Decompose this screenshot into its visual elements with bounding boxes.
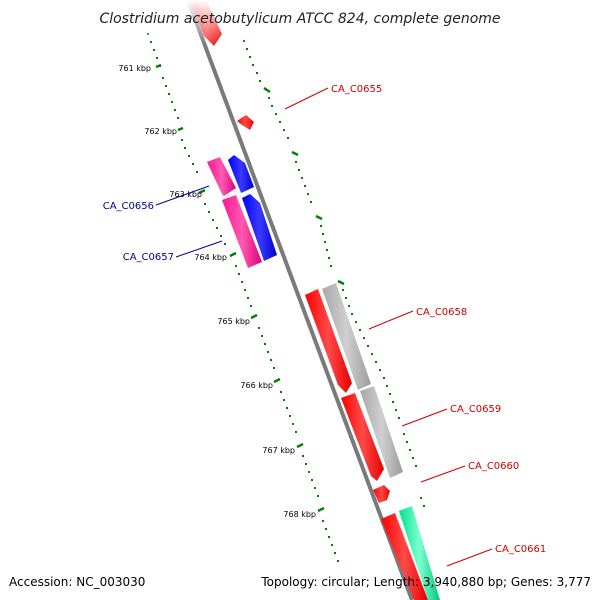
scale-label: 767 kbp (262, 446, 295, 455)
gene-ca-c0661[interactable] (381, 513, 428, 600)
gene-ca-c0658-b[interactable] (322, 283, 371, 390)
gene-label-ca-c0658[interactable]: CA_C0658 (416, 307, 467, 318)
topology-text: Topology: circular; Length: 3,940,880 bp… (260, 575, 591, 589)
scale-track-right (243, 40, 425, 507)
scale-label: 761 kbp (118, 64, 151, 73)
scale-ticks-right (263, 87, 345, 286)
gene-ca-c0659[interactable] (341, 393, 384, 481)
gene-label-ca-c0660[interactable]: CA_C0660 (468, 461, 519, 472)
scale-label: 763 kbp (169, 190, 202, 199)
scale-track-left (147, 33, 339, 562)
gene-label-ca-c0659[interactable]: CA_C0659 (450, 404, 501, 415)
map-title: Clostridium acetobutylicum ATCC 824, com… (99, 11, 500, 27)
scale-labels: 761 kbp 762 kbp 763 kbp 764 kbp 765 kbp … (118, 64, 316, 519)
gene-label-ca-c0655[interactable]: CA_C0655 (331, 84, 382, 95)
gene-ca-c0661-b[interactable] (399, 506, 440, 600)
gene-ca-c0657[interactable] (222, 195, 262, 268)
genome-backbone (186, 0, 414, 600)
gene-ca-c0660[interactable] (373, 485, 390, 503)
gene-ca-c0657-b[interactable] (242, 194, 277, 261)
gene-label-ca-c0657[interactable]: CA_C0657 (123, 252, 174, 263)
accession-text: Accession: NC_003030 (9, 575, 145, 589)
gene-ca-c0656[interactable] (207, 157, 236, 196)
gene-ca-c0658[interactable] (305, 289, 352, 393)
scale-ticks-left (155, 63, 325, 513)
gene-labels: CA_C0655 CA_C0656 CA_C0657 CA_C0658 CA_C… (103, 84, 547, 555)
gene-ca-c0656-b[interactable] (228, 155, 254, 193)
gene-label-ca-c0656[interactable]: CA_C0656 (103, 201, 154, 212)
gene-ca-c0659-b[interactable] (360, 386, 403, 478)
scale-label: 764 kbp (194, 253, 227, 262)
gene-ca-c0655[interactable] (237, 115, 254, 130)
top-fade (0, 0, 600, 45)
scale-label: 766 kbp (240, 381, 273, 390)
scale-label: 765 kbp (217, 317, 250, 326)
scale-label: 768 kbp (283, 510, 316, 519)
scale-label: 762 kbp (144, 127, 177, 136)
label-leader-lines (155, 87, 493, 567)
gene-label-ca-c0661[interactable]: CA_C0661 (495, 544, 546, 555)
